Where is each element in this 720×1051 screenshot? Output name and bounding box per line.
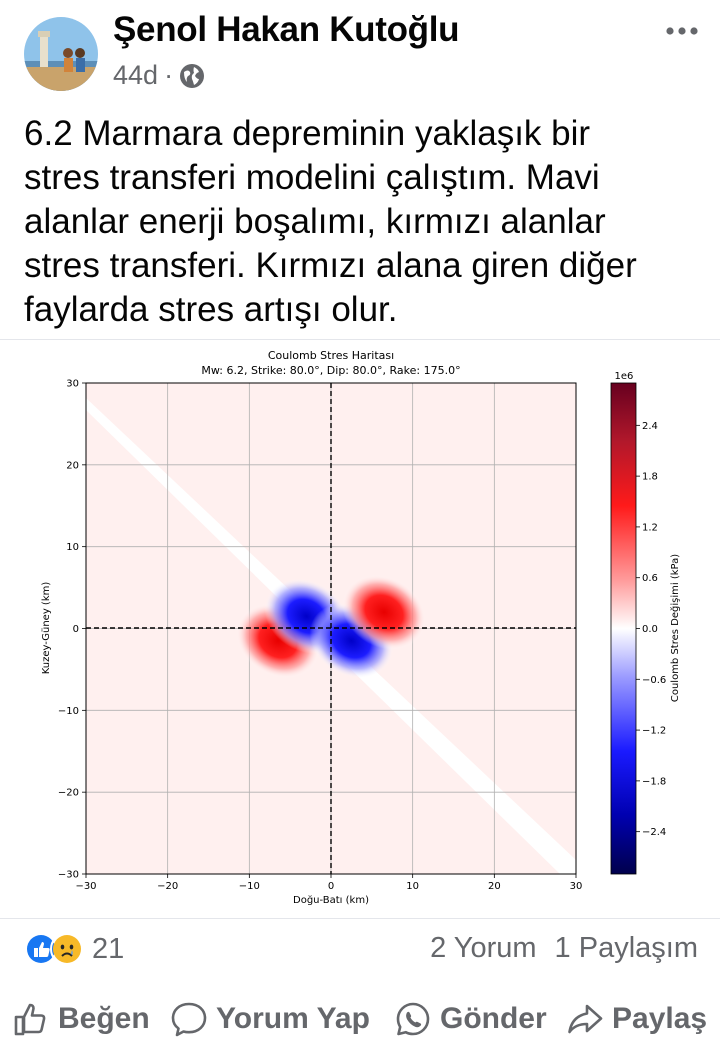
comment-button[interactable]: Yorum Yap <box>170 1000 370 1038</box>
reaction-count: 21 <box>92 932 125 965</box>
like-button[interactable]: Beğen <box>12 1000 150 1038</box>
colorbar-multiplier: 1e6 <box>615 371 634 382</box>
colorbar-tick-label: 1.8 <box>642 472 658 483</box>
y-tick-label: −30 <box>58 870 79 881</box>
x-axis-label: Doğu-Batı (km) <box>293 894 369 906</box>
post-header: Şenol Hakan Kutoğlu 44d · <box>0 0 720 105</box>
whatsapp-icon <box>396 1002 430 1036</box>
y-tick-label: −20 <box>58 788 79 799</box>
x-tick-label: −20 <box>157 881 178 892</box>
post-text-line: 6.2 Marmara depreminin yaklaşık bir <box>24 114 591 153</box>
share-arrow-icon <box>568 1004 603 1034</box>
like-label: Beğen <box>58 1002 150 1035</box>
plot-area <box>86 383 576 874</box>
post-stats: 21 2 Yorum 1 Paylaşım <box>0 918 720 980</box>
x-tick-label: 0 <box>328 881 334 892</box>
y-axis-ticks: 30 20 10 0 −10 −20 −30 <box>58 379 86 881</box>
post-text-line: stres transferi modelini çalıştım. Mavi <box>24 158 600 197</box>
colorbar-tick-label: −1.8 <box>642 776 666 787</box>
chart-subtitle: Mw: 6.2, Strike: 80.0°, Dip: 80.0°, Rake… <box>201 364 460 377</box>
post-meta: 44d · <box>113 60 205 91</box>
colorbar-tick-label: 1.2 <box>642 522 658 533</box>
colorbar-tick-label: 0.6 <box>642 573 658 584</box>
colorbar-tick-label: −2.4 <box>642 827 666 838</box>
coulomb-stress-chart: Coulomb Stres Haritası Mw: 6.2, Strike: … <box>41 349 681 906</box>
post-text-line: stres transferi. Kırmızı alana giren diğ… <box>24 246 637 285</box>
author-avatar[interactable] <box>24 17 98 91</box>
y-tick-label: 30 <box>66 379 79 390</box>
colorbar-gradient <box>610 382 637 875</box>
action-bar: Beğen Yorum Yap Gönder Paylaş <box>0 990 720 1050</box>
comment-label: Yorum Yap <box>216 1002 370 1035</box>
more-options-icon[interactable] <box>662 16 702 46</box>
colorbar-tick-label: 2.4 <box>642 421 658 432</box>
comment-bubble-icon <box>171 1002 207 1037</box>
colorbar-label: Coulomb Stres Değişimi (kPa) <box>669 554 681 702</box>
colorbar-tick-label: 0.0 <box>642 624 658 635</box>
colorbar: 1e6 2.4 1.8 1.2 0.6 0.0 −0.6 −1.2 −1.8 −2.4 Coul… <box>610 371 681 875</box>
positive-stress-lobe <box>342 574 427 650</box>
engagement-counts: 2 Yorum 1 Paylaşım <box>430 932 698 965</box>
send-label: Gönder <box>440 1002 547 1035</box>
y-tick-label: 20 <box>66 460 79 471</box>
post-text-line: faylarda stres artışı olur. <box>24 290 398 329</box>
post-time[interactable]: 44d <box>113 60 159 90</box>
reactions-summary[interactable]: 21 <box>24 932 124 966</box>
x-tick-label: −30 <box>75 881 96 892</box>
share-count-link[interactable]: 1 Paylaşım <box>554 932 698 964</box>
post-text: 6.2 Marmara depreminin yaklaşık bir stre… <box>24 112 704 332</box>
post-image[interactable]: Coulomb Stres Haritası Mw: 6.2, Strike: … <box>0 339 720 919</box>
thumbs-up-icon <box>14 1003 46 1036</box>
chart-title: Coulomb Stres Haritası <box>268 349 394 362</box>
share-button[interactable]: Paylaş <box>566 1000 707 1038</box>
x-tick-label: 20 <box>488 881 501 892</box>
share-label: Paylaş <box>612 1002 708 1035</box>
send-button[interactable]: Gönder <box>394 1000 547 1038</box>
x-tick-label: −10 <box>239 881 260 892</box>
globe-icon <box>179 63 205 89</box>
comment-count-link[interactable]: 2 Yorum <box>430 932 537 964</box>
separator-dot: · <box>164 60 174 90</box>
y-tick-label: 10 <box>66 542 79 553</box>
author-name[interactable]: Şenol Hakan Kutoğlu <box>113 10 460 49</box>
colorbar-tick-label: −1.2 <box>642 726 666 737</box>
x-tick-label: 30 <box>570 881 583 892</box>
sad-reaction-icon <box>50 932 84 966</box>
y-tick-label: −10 <box>58 706 79 717</box>
stress-lobes <box>235 574 427 679</box>
colorbar-ticks: 2.4 1.8 1.2 0.6 0.0 −0.6 −1.2 −1.8 −2.4 <box>636 421 666 838</box>
x-axis-ticks: −30 −20 −10 0 10 20 30 <box>75 874 582 892</box>
y-tick-label: 0 <box>73 624 79 635</box>
colorbar-tick-label: −0.6 <box>642 675 666 686</box>
y-axis-label: Kuzey-Güney (km) <box>41 582 52 675</box>
post-text-line: alanlar enerji boşalımı, kırmızı alanlar <box>24 202 606 241</box>
x-tick-label: 10 <box>406 881 419 892</box>
